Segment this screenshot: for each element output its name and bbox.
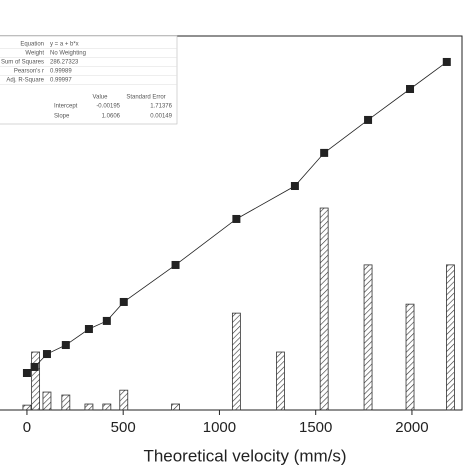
x-tick-label: 1500 xyxy=(299,419,332,436)
point xyxy=(290,182,299,191)
plot-frame xyxy=(0,35,463,411)
point xyxy=(42,350,51,359)
bar xyxy=(102,403,112,411)
table-value: 0.99989 xyxy=(50,69,72,75)
table-param: Intercept xyxy=(54,104,78,110)
bar xyxy=(171,403,180,411)
table-param: Slope xyxy=(54,114,70,120)
table-header: Value xyxy=(93,95,109,101)
point xyxy=(119,297,128,306)
bar xyxy=(276,351,285,411)
table-value: No Weighting xyxy=(50,51,86,57)
x-axis-label: Theoretical velocity (mm/s) xyxy=(143,446,346,465)
table-header: Standard Error xyxy=(126,95,165,101)
table-param-value: 1.0606 xyxy=(102,114,121,120)
bar xyxy=(84,403,94,411)
point xyxy=(102,316,111,325)
bar xyxy=(61,394,71,411)
bar xyxy=(363,264,373,411)
point xyxy=(364,115,373,124)
x-tick-label: 1000 xyxy=(203,419,236,436)
table-label: Residual Sum of Squares xyxy=(0,60,44,66)
point xyxy=(171,260,180,269)
fit-table xyxy=(0,35,178,125)
bar xyxy=(231,312,241,411)
bar xyxy=(446,264,455,411)
x-tick-label: 0 xyxy=(23,419,31,436)
table-label: Weight xyxy=(25,51,44,57)
point xyxy=(320,148,329,157)
point xyxy=(84,325,93,334)
bar xyxy=(119,389,129,411)
x-tick-label: 2000 xyxy=(395,419,428,436)
bar xyxy=(42,391,52,411)
table-label: Adj. R-Square xyxy=(6,78,44,84)
table-label: Pearson's r xyxy=(14,69,44,75)
point xyxy=(232,214,241,223)
table-value: 286.27323 xyxy=(50,60,79,66)
table-label: Equation xyxy=(20,42,44,48)
bar xyxy=(319,207,329,411)
bar xyxy=(22,404,32,411)
point xyxy=(61,341,70,350)
table-param-error: 1.71376 xyxy=(150,104,172,110)
point xyxy=(442,57,451,66)
table-value: 0.99997 xyxy=(50,78,72,84)
table-param-value: -0.00195 xyxy=(96,104,120,110)
point xyxy=(30,362,39,371)
point xyxy=(406,85,415,94)
bar xyxy=(405,303,415,411)
point xyxy=(22,369,31,378)
x-tick-label: 500 xyxy=(111,419,136,436)
table-param-error: 0.00149 xyxy=(150,114,172,120)
table-value: y = a + b*x xyxy=(50,42,79,48)
bar xyxy=(31,351,41,411)
